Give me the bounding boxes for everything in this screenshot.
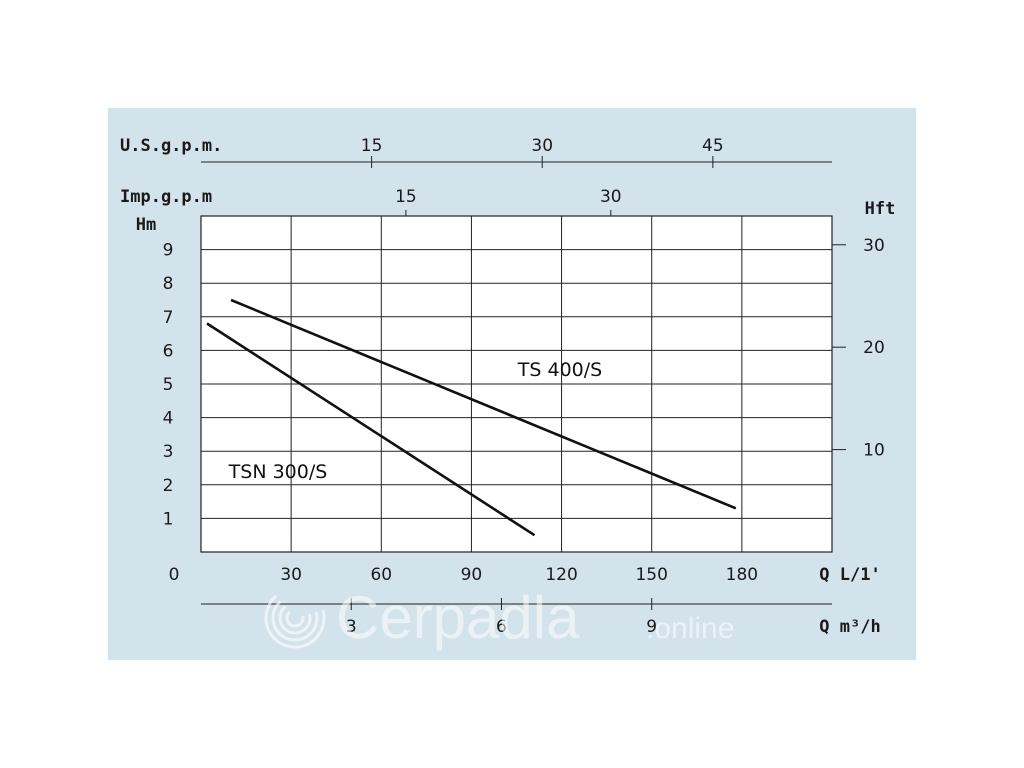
watermark-brand: Cerpadla [336, 584, 580, 651]
series-layer: TS 400/S TSN 300/S [206, 298, 737, 537]
us-gpm-tick-label: 15 [361, 136, 383, 156]
m3h-axis-label: Q m³/h [819, 617, 880, 637]
y-tick-label: 5 [163, 375, 174, 395]
hft-axis-label: Hft [865, 199, 896, 219]
watermark: Cerpadla .online [264, 584, 734, 651]
y-tick-label: 7 [163, 308, 174, 328]
x-tick-label: 30 [280, 565, 302, 585]
series-line-0 [230, 298, 737, 510]
y-tick-label: 9 [163, 241, 174, 261]
swirl-logo-icon [264, 587, 326, 649]
swirl-ring [278, 601, 312, 635]
imp-gpm-tick-label: 15 [395, 187, 417, 207]
swirl-ring [264, 587, 326, 649]
series-label-0: TS 400/S [517, 359, 602, 381]
y-tick-label: 8 [163, 274, 174, 294]
y-tick-label: 2 [163, 476, 174, 496]
swirl-ring [271, 594, 319, 642]
imp-gpm-tick-label: 30 [600, 187, 622, 207]
x-tick-label: 150 [635, 565, 667, 585]
imp-gpm-axis-label: Imp.g.p.m [120, 187, 212, 207]
y-tick-label: 4 [163, 409, 174, 429]
chart-panel: U.S.g.p.m. 15 30 45 Imp.g.p.m 15 30 Hm 1 2 3 4 5 6 7 8 9… [108, 108, 916, 660]
y-tick-label: 6 [163, 341, 174, 361]
x-tick-label: 0 [169, 565, 180, 585]
us-gpm-tick-label: 45 [702, 136, 724, 156]
x-tick-label: 90 [461, 565, 483, 585]
m3h-tick-label: 9 [646, 617, 657, 637]
us-gpm-axis-label: U.S.g.p.m. [120, 136, 222, 156]
y-axis-label: Hm [136, 215, 156, 235]
hft-tick-label: 20 [863, 338, 885, 358]
hft-tick-label: 10 [863, 441, 885, 461]
us-gpm-tick-label: 30 [531, 136, 553, 156]
series-label-1: TSN 300/S [228, 461, 328, 483]
x-axis-label: Q L/1' [819, 565, 880, 585]
x-tick-label: 180 [726, 565, 758, 585]
series-line-1 [206, 322, 536, 537]
x-tick-label: 120 [545, 565, 577, 585]
y-tick-label: 3 [163, 442, 174, 462]
swirl-ring [285, 608, 305, 628]
hft-tick-label: 30 [863, 236, 885, 256]
watermark-suffix: .online [646, 612, 734, 645]
y-tick-label: 1 [163, 509, 174, 529]
x-tick-label: 60 [370, 565, 392, 585]
m3h-tick-label: 3 [346, 617, 357, 637]
m3h-tick-label: 6 [496, 617, 507, 637]
